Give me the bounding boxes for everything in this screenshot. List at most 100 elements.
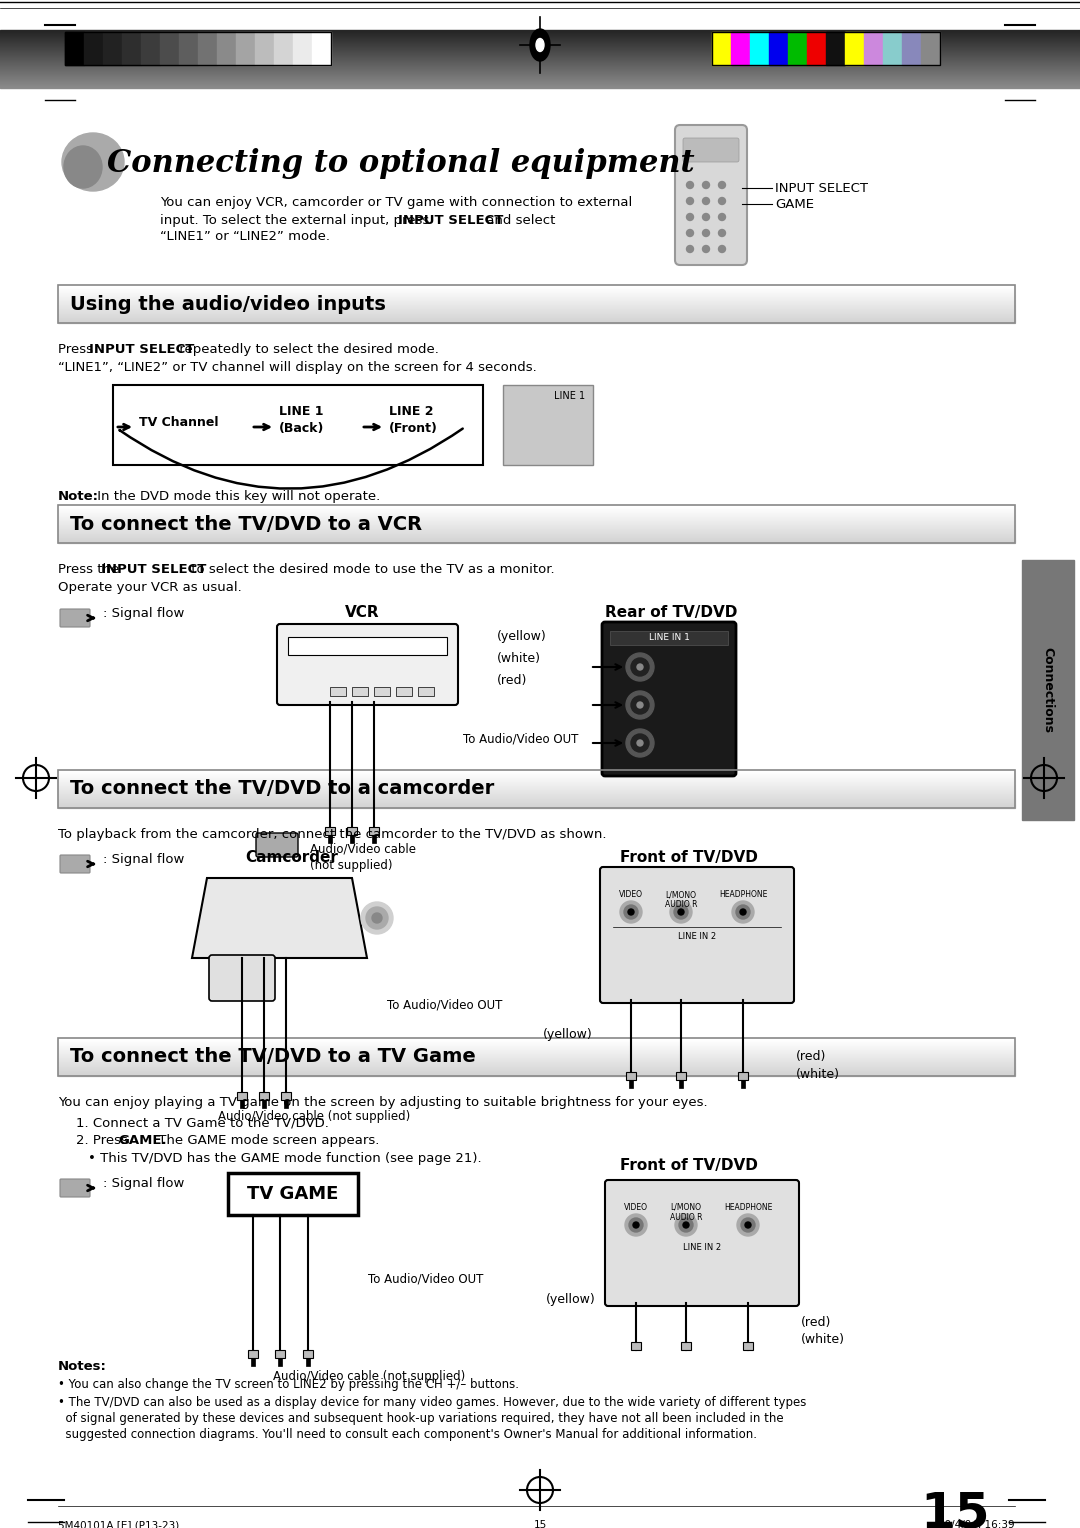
Ellipse shape — [740, 909, 746, 915]
Bar — [350, 834, 354, 843]
Ellipse shape — [687, 246, 693, 252]
Bar — [122, 32, 141, 66]
Text: Connecting to optional equipment: Connecting to optional equipment — [107, 148, 694, 179]
Bar — [1022, 559, 1074, 821]
Text: : Signal flow: : Signal flow — [103, 608, 185, 620]
Ellipse shape — [637, 701, 643, 707]
FancyBboxPatch shape — [602, 622, 735, 776]
Ellipse shape — [674, 905, 688, 918]
Bar — [255, 32, 274, 66]
Bar — [228, 1174, 357, 1215]
Bar — [731, 32, 750, 66]
FancyBboxPatch shape — [210, 955, 275, 1001]
Text: INPUT SELECT: INPUT SELECT — [775, 182, 868, 194]
FancyBboxPatch shape — [675, 125, 747, 264]
Text: (yellow): (yellow) — [546, 1293, 596, 1306]
Bar — [248, 1351, 258, 1358]
Bar — [788, 32, 807, 66]
Text: TV Channel: TV Channel — [139, 417, 218, 429]
Bar — [58, 1038, 1015, 1076]
Bar — [303, 1351, 313, 1358]
Ellipse shape — [718, 214, 726, 220]
Text: to select the desired mode to use the TV as a monitor.: to select the desired mode to use the TV… — [187, 562, 555, 576]
Bar — [328, 834, 332, 843]
Polygon shape — [192, 879, 367, 958]
Bar — [807, 32, 826, 66]
Ellipse shape — [702, 182, 710, 188]
Ellipse shape — [718, 182, 726, 188]
Text: VCR: VCR — [345, 605, 379, 620]
Bar — [312, 32, 330, 66]
Ellipse shape — [62, 133, 124, 191]
Text: (not supplied): (not supplied) — [310, 859, 392, 872]
Text: : Signal flow: : Signal flow — [103, 1178, 185, 1190]
Text: of signal generated by these devices and subsequent hook-up variations required,: of signal generated by these devices and… — [58, 1412, 784, 1426]
Ellipse shape — [631, 695, 649, 714]
Text: : Signal flow: : Signal flow — [103, 854, 185, 866]
Bar — [58, 286, 1015, 322]
Ellipse shape — [626, 691, 654, 720]
Text: (red): (red) — [801, 1316, 832, 1329]
Bar — [418, 688, 434, 695]
Text: GAME.: GAME. — [118, 1134, 166, 1148]
Ellipse shape — [687, 214, 693, 220]
Bar — [741, 1080, 745, 1088]
Text: INPUT SELECT: INPUT SELECT — [102, 562, 206, 576]
Text: Notes:: Notes: — [58, 1360, 107, 1374]
Ellipse shape — [629, 1218, 643, 1232]
Text: LINE IN 2: LINE IN 2 — [683, 1242, 721, 1251]
Text: “LINE1”, “LINE2” or TV channel will display on the screen for 4 seconds.: “LINE1”, “LINE2” or TV channel will disp… — [58, 361, 537, 374]
Ellipse shape — [637, 665, 643, 669]
Text: 15: 15 — [534, 1520, 546, 1528]
FancyBboxPatch shape — [683, 138, 739, 162]
Bar — [712, 32, 731, 66]
Text: Press the: Press the — [58, 562, 123, 576]
Text: • The TV/DVD can also be used as a display device for many video games. However,: • The TV/DVD can also be used as a displ… — [58, 1397, 807, 1409]
Ellipse shape — [675, 1215, 697, 1236]
Ellipse shape — [737, 1215, 759, 1236]
Ellipse shape — [687, 197, 693, 205]
Text: Press: Press — [58, 342, 97, 356]
Bar — [306, 1358, 310, 1366]
Bar — [237, 32, 255, 66]
Text: To Audio/Video OUT: To Audio/Video OUT — [387, 998, 502, 1012]
Bar — [352, 688, 368, 695]
Bar — [198, 32, 217, 66]
Text: suggested connection diagrams. You'll need to consult each component's Owner's M: suggested connection diagrams. You'll ne… — [58, 1429, 757, 1441]
Ellipse shape — [718, 246, 726, 252]
Text: and select: and select — [482, 214, 555, 228]
Bar — [629, 1080, 633, 1088]
Bar — [65, 32, 84, 66]
Ellipse shape — [702, 214, 710, 220]
Bar — [738, 1073, 748, 1080]
Text: GAME: GAME — [775, 197, 814, 211]
Ellipse shape — [627, 909, 634, 915]
Bar — [0, 0, 1080, 31]
Text: VIDEO: VIDEO — [619, 889, 643, 898]
Text: To connect the TV/DVD to a TV Game: To connect the TV/DVD to a TV Game — [70, 1048, 476, 1067]
Text: L/MONO
AUDIO R: L/MONO AUDIO R — [670, 1203, 702, 1222]
Text: To Audio/Video OUT: To Audio/Video OUT — [368, 1273, 484, 1287]
Text: HEADPHONE: HEADPHONE — [724, 1203, 772, 1212]
Text: input. To select the external input, press: input. To select the external input, pre… — [160, 214, 433, 228]
Bar — [325, 827, 335, 834]
Ellipse shape — [735, 905, 750, 918]
Bar — [217, 32, 237, 66]
Ellipse shape — [718, 197, 726, 205]
Text: Audio/Video cable: Audio/Video cable — [310, 843, 416, 856]
Ellipse shape — [732, 902, 754, 923]
Bar — [84, 32, 103, 66]
Text: 2. Press: 2. Press — [76, 1134, 132, 1148]
Text: You can enjoy playing a TV game on the screen by adjusting to suitable brightnes: You can enjoy playing a TV game on the s… — [58, 1096, 707, 1109]
Text: You can enjoy VCR, camcorder or TV game with connection to external: You can enjoy VCR, camcorder or TV game … — [160, 196, 632, 209]
Bar — [921, 32, 940, 66]
Text: L/MONO
AUDIO R: L/MONO AUDIO R — [665, 889, 698, 909]
Bar — [826, 32, 845, 66]
Bar — [58, 504, 1015, 542]
Ellipse shape — [626, 652, 654, 681]
Ellipse shape — [620, 902, 642, 923]
Bar — [160, 32, 179, 66]
Text: (white): (white) — [497, 652, 541, 665]
Bar — [679, 1080, 683, 1088]
Bar — [864, 32, 883, 66]
